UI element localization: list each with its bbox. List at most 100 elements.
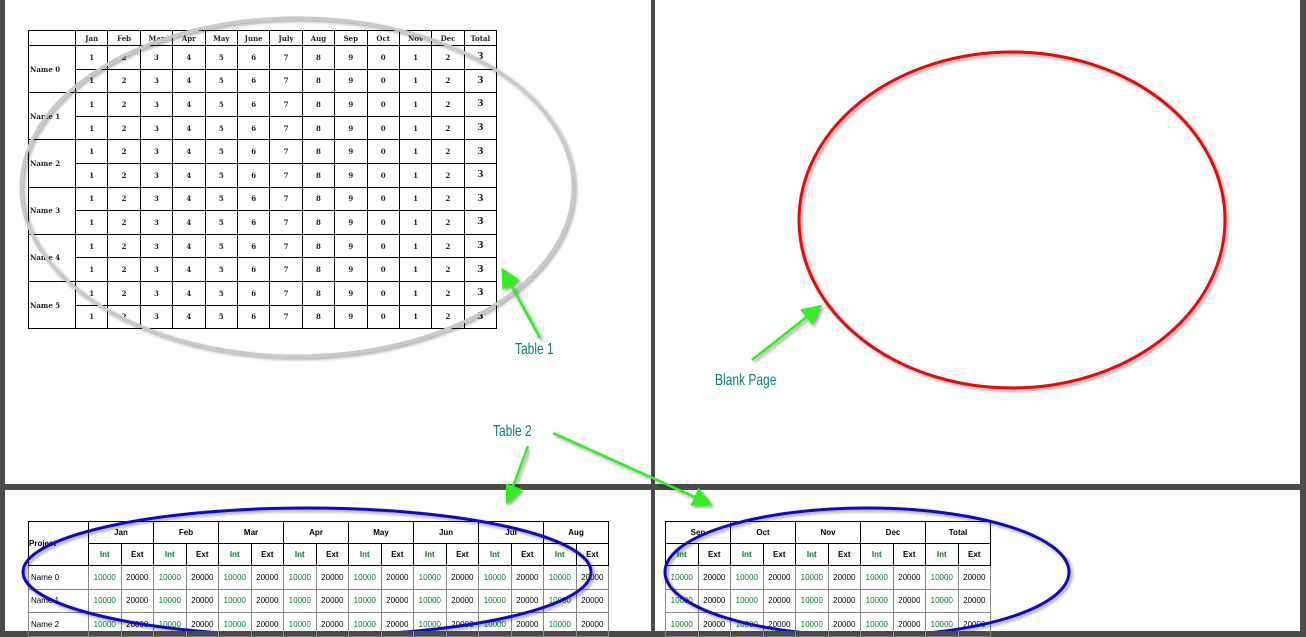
cell: 8 [301, 115, 336, 141]
cell: 4 [172, 45, 206, 70]
table-2-right: Sep Oct Nov Dec Total Int Ext Int Ext Int Ext Int Ex… [664, 521, 992, 637]
cell: 8 [301, 304, 336, 330]
cell: 9 [334, 304, 368, 330]
cell: 2 [107, 280, 141, 306]
cell: 2 [107, 92, 141, 117]
project-header: Project [28, 521, 89, 566]
cell: 1 [74, 210, 109, 235]
cell: 7 [269, 68, 303, 94]
arrow-blank [751, 304, 822, 361]
cell: 6 [236, 92, 271, 117]
cell: 4 [172, 233, 206, 259]
cell: 4 [172, 139, 206, 164]
int-cell: 10000 [218, 565, 252, 590]
cell: 7 [269, 233, 303, 259]
cell: 2 [431, 280, 465, 306]
ext-header: Ext [762, 543, 797, 566]
cell: 3 [139, 139, 174, 164]
cell: 3 [463, 257, 498, 282]
cell: 1 [398, 92, 433, 117]
cell: 3 [139, 257, 174, 282]
cell: 7 [269, 210, 303, 235]
cell: 1 [74, 233, 109, 259]
cell: 4 [172, 92, 206, 117]
cell: 2 [431, 45, 465, 70]
column-header: Mar [139, 30, 174, 46]
cell: 2 [431, 162, 465, 188]
cell: 6 [236, 233, 271, 259]
int-cell: 10000 [925, 565, 959, 590]
cell: 5 [204, 68, 238, 94]
ext-cell: 20000 [185, 588, 220, 613]
cell: 0 [366, 45, 400, 70]
cell: 2 [107, 139, 141, 164]
int-header: Int [795, 543, 829, 566]
cell: 6 [236, 257, 271, 282]
header-row: Jan Feb Mar Apr May June July Aug Sep Oct Nov Dec To… [28, 30, 498, 46]
blue-oval-right [663, 506, 1071, 631]
gray-oval [19, 16, 575, 358]
cell: 1 [398, 257, 433, 282]
ext-header: Ext [575, 543, 610, 566]
cell: 3 [139, 280, 174, 306]
cell: 5 [204, 257, 238, 282]
cell: 5 [204, 92, 238, 117]
int-cell: 10000 [283, 565, 317, 590]
ext-cell: 20000 [957, 588, 992, 613]
cell: 1 [74, 186, 109, 212]
cell: 1 [398, 45, 433, 70]
cell: 3 [139, 304, 174, 330]
cell: 6 [236, 304, 271, 330]
cell: 8 [301, 68, 336, 94]
cell: 0 [366, 139, 400, 164]
cell: 6 [236, 45, 271, 70]
ext-header: Ext [697, 543, 732, 566]
column-header: Nov [398, 30, 433, 46]
cell: 0 [366, 280, 400, 306]
ext-cell: 20000 [575, 588, 610, 613]
cell: 4 [172, 257, 206, 282]
cell: 3 [463, 68, 498, 94]
ext-cell: 20000 [957, 565, 992, 590]
cell: 5 [204, 45, 238, 70]
page-2-blank [655, 0, 1300, 484]
cell: 2 [107, 233, 141, 259]
row-name: Name 0 [28, 44, 76, 94]
blue-oval-left [21, 506, 593, 631]
cell: 5 [204, 304, 238, 330]
cell: 3 [463, 92, 498, 117]
label-table1: Table 1 [515, 341, 554, 358]
ext-cell: 20000 [892, 588, 927, 613]
label-blank-page: Blank Page [715, 372, 777, 389]
cell: 0 [366, 304, 400, 330]
column-header: Total [463, 30, 498, 46]
cell: 0 [366, 92, 400, 117]
cell: 4 [172, 304, 206, 330]
cell: 9 [334, 233, 368, 259]
cell: 0 [366, 68, 400, 94]
ext-cell: 20000 [315, 588, 350, 613]
cell: 6 [236, 280, 271, 306]
cell: 9 [334, 280, 368, 306]
cell: 2 [431, 233, 465, 259]
ext-cell: 20000 [185, 565, 220, 590]
ext-header: Ext [445, 543, 480, 566]
ext-header: Ext [315, 543, 350, 566]
cell: 3 [139, 68, 174, 94]
table-row: 10000 20000 10000 20000 10000 20000 10000 20000… [665, 588, 992, 613]
int-header: Int [925, 543, 959, 566]
int-cell: 10000 [665, 588, 699, 613]
ext-header: Ext [250, 543, 285, 566]
arrow-table2-left [503, 445, 530, 505]
ext-header: Ext [185, 543, 220, 566]
ext-header: Ext [957, 543, 992, 566]
ext-header: Ext [120, 543, 155, 566]
